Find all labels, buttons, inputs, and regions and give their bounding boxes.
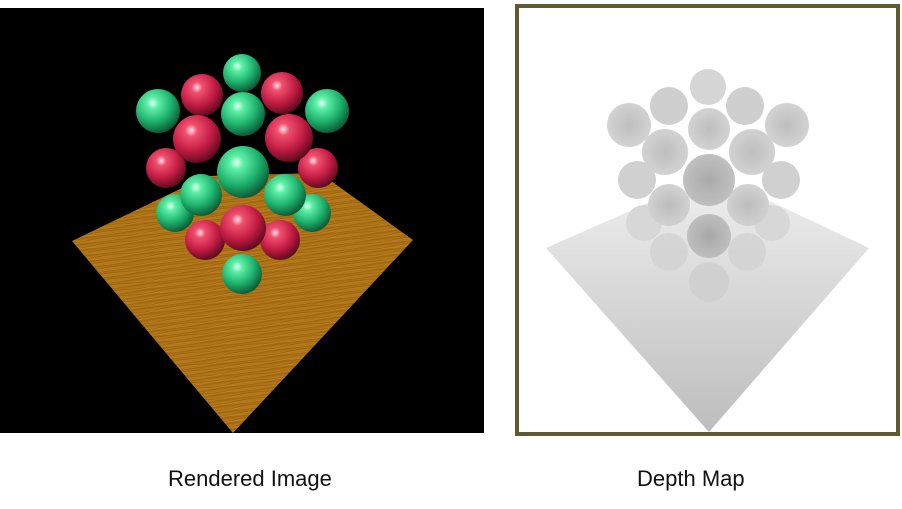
depth-sphere-cluster [607,69,809,302]
rendered-image-caption: Rendered Image [168,466,332,491]
rendered-image [0,8,484,433]
sphere [217,146,269,198]
sphere [305,89,349,133]
depth-sphere [728,233,766,271]
sphere [146,148,186,188]
sphere [136,89,180,133]
depth-map [515,4,900,436]
depth-sphere [729,129,775,175]
depth-sphere [650,233,688,271]
sphere [261,72,303,114]
wooden-floor [72,173,413,433]
depth-floor [546,196,869,432]
sphere [298,148,338,188]
sphere [181,74,223,116]
sphere [220,205,266,251]
depth-sphere [683,154,735,206]
sphere [173,115,221,163]
depth-sphere [650,87,688,125]
depth-sphere [762,161,800,199]
sphere [222,254,262,294]
sphere [223,54,261,92]
depth-sphere [687,214,731,258]
depth-sphere [607,103,651,147]
depth-sphere [765,103,809,147]
sphere [265,114,313,162]
depth-sphere [726,87,764,125]
sphere [180,174,222,216]
depth-sphere [727,184,769,226]
depth-scene [546,69,869,432]
depth-sphere [618,161,656,199]
sphere [260,220,300,260]
sphere [185,220,225,260]
depth-sphere [688,108,730,150]
rendered-scene [72,54,413,433]
depth-map-caption: Depth Map [637,466,745,491]
sphere [221,92,265,136]
depth-sphere [689,262,729,302]
sphere [264,174,306,216]
depth-sphere [690,69,726,105]
sphere-cluster [136,54,349,294]
depth-sphere [648,184,690,226]
depth-sphere [642,129,688,175]
